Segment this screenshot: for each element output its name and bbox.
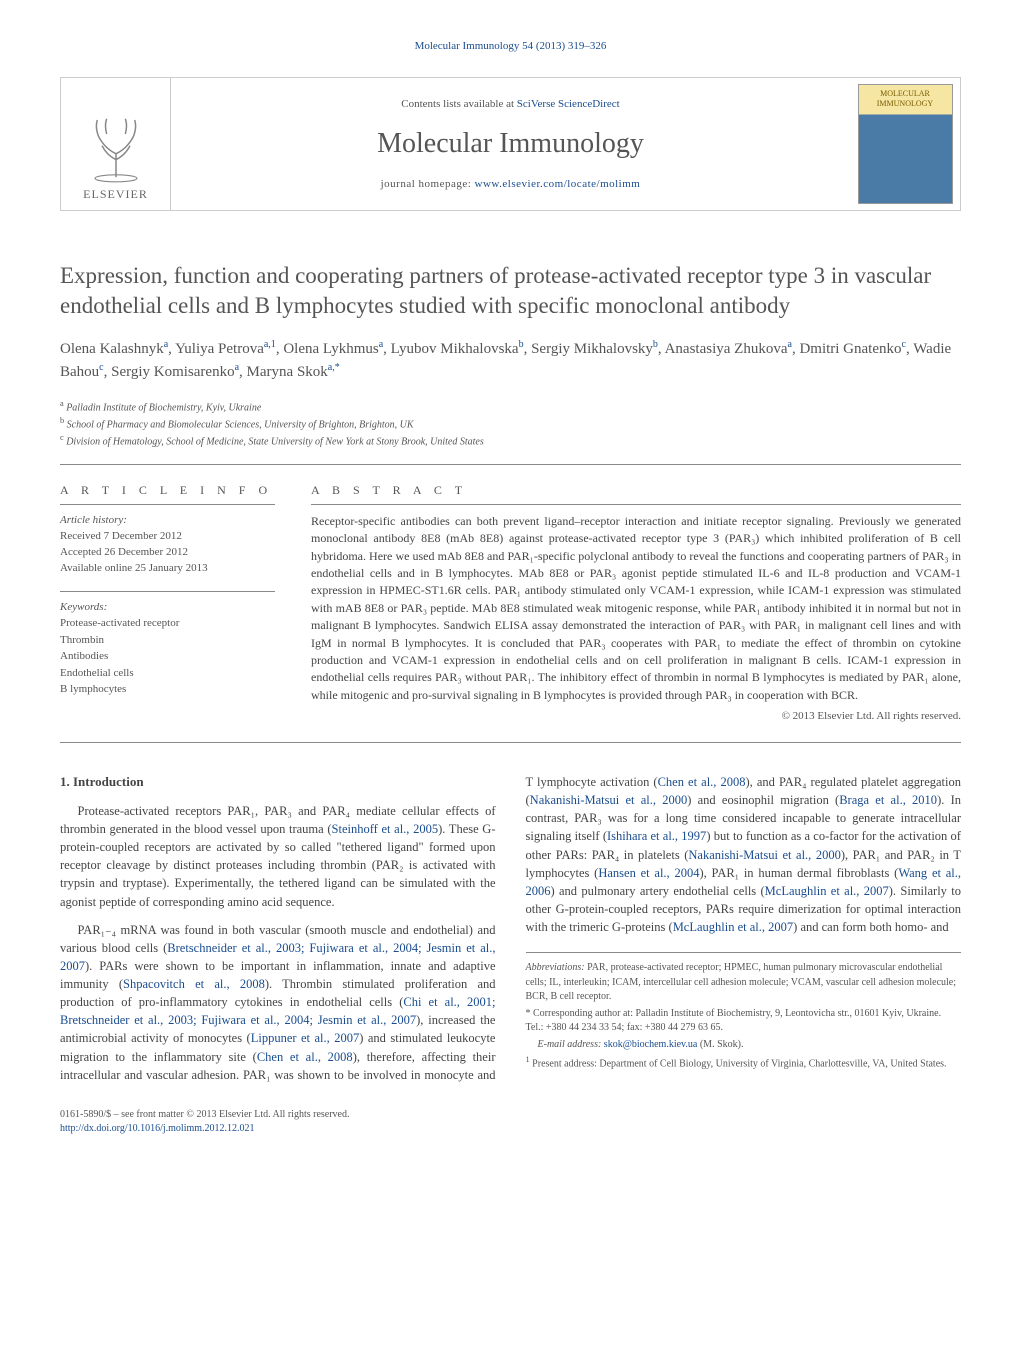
citation-link[interactable]: Steinhoff et al., 2005: [332, 822, 439, 836]
affiliation: b School of Pharmacy and Biomolecular Sc…: [60, 415, 961, 432]
abbrev-text: PAR, protease-activated receptor; HPMEC,…: [526, 962, 957, 1002]
corr-text: Corresponding author at: Palladin Instit…: [526, 1008, 942, 1034]
text-run: ), PAR₁ in human dermal fibroblasts (: [699, 866, 898, 880]
publisher-logo: ELSEVIER: [61, 78, 171, 210]
keyword: Antibodies: [60, 648, 275, 665]
journal-homepage: journal homepage: www.elsevier.com/locat…: [381, 178, 641, 190]
keywords-block: Keywords: Protease-activated receptor Th…: [60, 600, 275, 698]
footnote-email: E-mail address: skok@biochem.kiev.ua (M.…: [526, 1038, 962, 1053]
footnote-present-address: 1 Present address: Department of Cell Bi…: [526, 1054, 962, 1072]
present-text: Present address: Department of Cell Biol…: [530, 1059, 947, 1070]
email-label: E-mail address:: [538, 1039, 604, 1050]
affiliation: c Division of Hematology, School of Medi…: [60, 432, 961, 449]
citation-link[interactable]: Shpacovitch et al., 2008: [123, 977, 265, 991]
citation-link[interactable]: McLaughlin et al., 2007: [673, 920, 793, 934]
citation-link[interactable]: Bretschneider et al., 2003;: [167, 941, 304, 955]
citation-link[interactable]: Ishihara et al., 1997: [607, 829, 706, 843]
affiliation: a Palladin Institute of Biochemistry, Ky…: [60, 398, 961, 415]
footnote-abbreviations: Abbreviations: PAR, protease-activated r…: [526, 961, 962, 1005]
publisher-name: ELSEVIER: [83, 187, 148, 202]
doi-link[interactable]: http://dx.doi.org/10.1016/j.molimm.2012.…: [60, 1123, 255, 1134]
contents-prefix: Contents lists available at: [401, 98, 516, 110]
abstract-label: A B S T R A C T: [311, 483, 961, 498]
author: Olena Lykhmusa: [283, 341, 383, 357]
citation-link[interactable]: Chen et al., 2008: [658, 775, 746, 789]
affiliations: a Palladin Institute of Biochemistry, Ky…: [60, 398, 961, 464]
sciencedirect-link[interactable]: SciVerse ScienceDirect: [517, 98, 620, 110]
author: Yuliya Petrovaa,1: [175, 341, 276, 357]
section-heading-intro: 1. Introduction: [60, 773, 496, 792]
citation-link[interactable]: Chen et al., 2008: [257, 1050, 353, 1064]
author-list: Olena Kalashnyka, Yuliya Petrovaa,1, Ole…: [60, 337, 961, 384]
homepage-prefix: journal homepage:: [381, 178, 475, 190]
keyword: Protease-activated receptor: [60, 615, 275, 632]
keywords-label: Keywords:: [60, 600, 275, 616]
keyword: Endothelial cells: [60, 665, 275, 682]
elsevier-tree-icon: [81, 113, 151, 183]
history-online: Available online 25 January 2013: [60, 561, 275, 577]
contents-available: Contents lists available at SciVerse Sci…: [401, 98, 619, 110]
abstract: A B S T R A C T Receptor-specific antibo…: [311, 483, 961, 722]
author: Olena Kalashnyka: [60, 341, 168, 357]
divider: [60, 742, 961, 743]
footer-copyright: 0161-5890/$ – see front matter © 2013 El…: [60, 1108, 961, 1122]
citation-link[interactable]: Nakanishi-Matsui et al., 2000: [530, 793, 688, 807]
abstract-copyright: © 2013 Elsevier Ltd. All rights reserved…: [311, 710, 961, 722]
citation-link[interactable]: Hansen et al., 2004: [598, 866, 699, 880]
abbrev-label: Abbreviations:: [526, 962, 585, 973]
header-center: Contents lists available at SciVerse Sci…: [171, 78, 850, 210]
author: Sergiy Komisarenkoa: [111, 364, 239, 380]
running-header: Molecular Immunology 54 (2013) 319–326: [60, 40, 961, 52]
text-run: ) and eosinophil migration (: [687, 793, 839, 807]
citation-link[interactable]: Lippuner et al., 2007: [251, 1031, 360, 1045]
abstract-text: Receptor-specific antibodies can both pr…: [311, 513, 961, 704]
footnote-corresponding: * Corresponding author at: Palladin Inst…: [526, 1007, 962, 1036]
author: Lyubov Mikhalovskab: [391, 341, 524, 357]
text-run: ) and can form both homo- and: [793, 920, 949, 934]
article-info-label: A R T I C L E I N F O: [60, 483, 275, 498]
journal-cover: MOLECULAR IMMUNOLOGY: [850, 78, 960, 210]
article-info: A R T I C L E I N F O Article history: R…: [60, 483, 275, 722]
body-paragraph: Protease-activated receptors PAR₁, PAR₃ …: [60, 802, 496, 911]
homepage-link[interactable]: www.elsevier.com/locate/molimm: [475, 178, 641, 190]
history-accepted: Accepted 26 December 2012: [60, 545, 275, 561]
cover-thumbnail: MOLECULAR IMMUNOLOGY: [858, 84, 953, 204]
history-label: Article history:: [60, 513, 275, 529]
author: Dmitri Gnatenkoc: [799, 341, 906, 357]
text-run: ) and pulmonary artery endothelial cells…: [551, 884, 765, 898]
author: Sergiy Mikhalovskyb: [531, 341, 658, 357]
citation-link[interactable]: Nakanishi-Matsui et al., 2000: [688, 848, 840, 862]
article-title: Expression, function and cooperating par…: [60, 261, 961, 321]
email-link[interactable]: skok@biochem.kiev.ua: [604, 1039, 698, 1050]
citation-link[interactable]: McLaughlin et al., 2007: [765, 884, 889, 898]
email-tail: (M. Skok).: [697, 1039, 743, 1050]
author: Maryna Skoka,*: [247, 364, 340, 380]
footnotes: Abbreviations: PAR, protease-activated r…: [526, 952, 962, 1072]
info-abstract-row: A R T I C L E I N F O Article history: R…: [60, 465, 961, 742]
citation-link[interactable]: Braga et al., 2010: [839, 793, 937, 807]
article-history: Article history: Received 7 December 201…: [60, 513, 275, 577]
page-footer: 0161-5890/$ – see front matter © 2013 El…: [60, 1108, 961, 1136]
history-received: Received 7 December 2012: [60, 529, 275, 545]
article-body: 1. Introduction Protease-activated recep…: [60, 773, 961, 1084]
keyword: Thrombin: [60, 632, 275, 649]
author: Anastasiya Zhukovaa: [665, 341, 792, 357]
journal-header: ELSEVIER Contents lists available at Sci…: [60, 77, 961, 211]
keyword: B lymphocytes: [60, 681, 275, 698]
journal-name: Molecular Immunology: [377, 128, 644, 160]
